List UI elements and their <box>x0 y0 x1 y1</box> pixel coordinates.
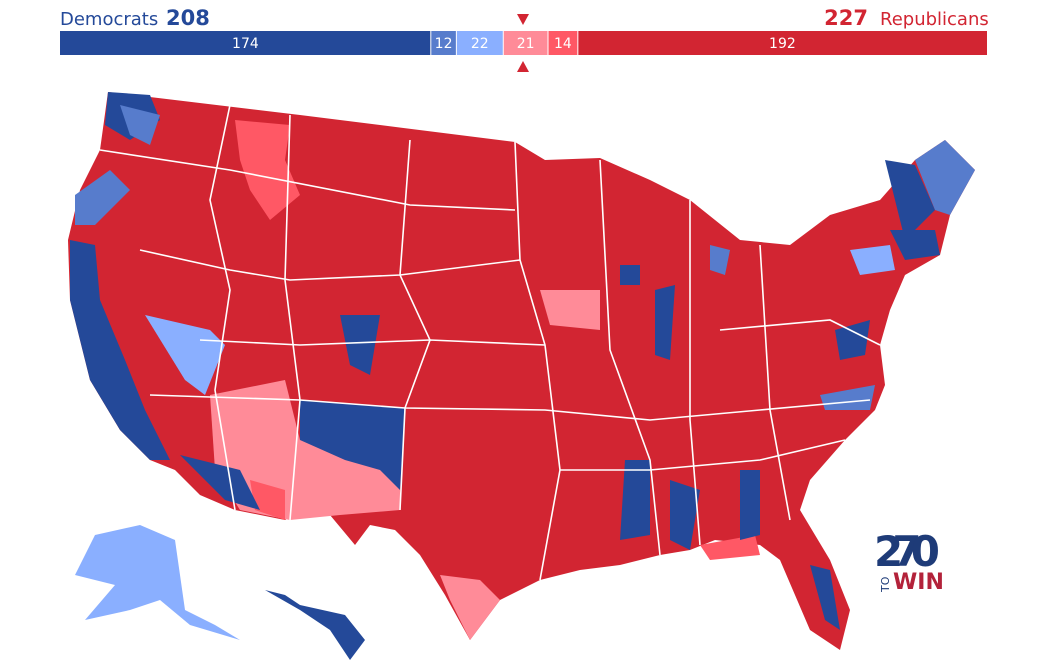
marker-top <box>517 14 529 25</box>
bar-segment <box>503 31 549 55</box>
bar-segment <box>456 31 504 55</box>
bar-segment <box>430 31 457 55</box>
logo: 270 TO WIN <box>874 527 944 595</box>
segment-label: 174 <box>232 36 259 52</box>
dem-label: Democrats <box>60 9 158 30</box>
logo-word: WIN <box>893 570 944 595</box>
bar-segment <box>548 31 578 55</box>
logo-number: 270 <box>874 527 940 576</box>
segment-label: 12 <box>435 36 453 52</box>
marker-bottom <box>517 61 529 72</box>
logo-small: TO <box>879 576 892 593</box>
us-map <box>68 92 975 660</box>
rep-label: Republicans <box>880 9 989 30</box>
rep-total: 227 <box>824 6 868 30</box>
segment-label: 14 <box>554 36 572 52</box>
bar-segment <box>577 31 987 55</box>
seat-bar: 174 12 22 21 14 192 <box>60 31 987 55</box>
segment-label: 192 <box>769 36 796 52</box>
bar-segment <box>60 31 431 55</box>
segment-label: 21 <box>517 36 535 52</box>
dem-total: 208 <box>166 6 210 30</box>
segment-label: 22 <box>471 36 489 52</box>
